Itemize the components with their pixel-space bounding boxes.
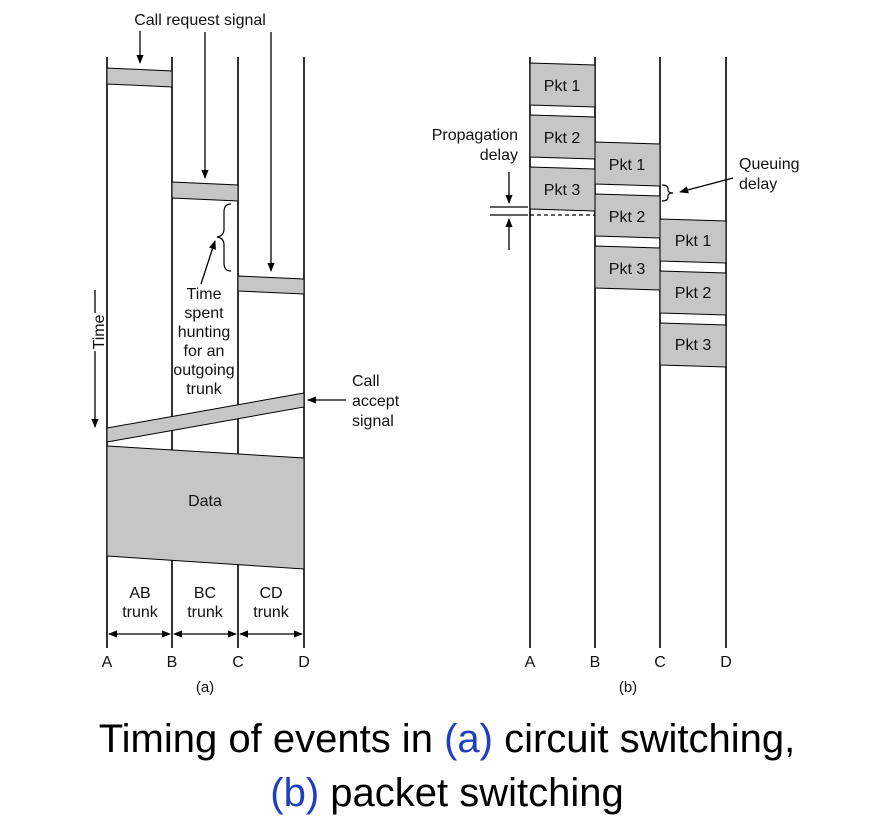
queuing-delay-label: Queuing delay <box>739 156 800 193</box>
packet-box: Pkt 1 <box>659 218 727 264</box>
svg-text:Pkt 1: Pkt 1 <box>544 78 581 95</box>
panel-label-a: (a) <box>196 679 214 696</box>
trunk-cd-label: CD <box>259 585 282 602</box>
circuit-node-labels: A B C D <box>102 654 310 671</box>
data-block <box>106 445 305 570</box>
svg-text:Pkt 3: Pkt 3 <box>609 261 646 278</box>
svg-text:delay: delay <box>739 176 777 193</box>
packet-box: Pkt 1 <box>594 141 661 187</box>
packet-box: Pkt 2 <box>594 193 661 239</box>
svg-text:delay: delay <box>480 147 518 164</box>
trunk-labels: AB trunk BC trunk CD trunk <box>122 585 290 621</box>
call-accept-label: Call accept signal <box>352 373 400 430</box>
svg-text:B: B <box>167 654 178 671</box>
call-request-ab <box>106 67 173 88</box>
svg-text:C: C <box>654 654 666 671</box>
svg-text:A: A <box>525 654 536 671</box>
svg-text:Queuing: Queuing <box>739 156 800 173</box>
queuing-delay-brace <box>661 184 674 202</box>
svg-text:Pkt 2: Pkt 2 <box>544 130 581 147</box>
call-request-cd <box>237 275 305 295</box>
trunk-bc-label: BC <box>194 585 216 602</box>
packet-box: Pkt 2 <box>659 270 727 316</box>
svg-text:Pkt 3: Pkt 3 <box>544 182 581 199</box>
svg-text:A: A <box>102 654 113 671</box>
panel-label-b: (b) <box>619 679 637 696</box>
packet-node-labels: A B C D <box>525 654 732 671</box>
caption-line-2: (b) packet switching <box>270 771 624 815</box>
packet-box: Pkt 3 <box>594 245 661 291</box>
svg-text:Call: Call <box>352 373 380 390</box>
hunting-time-label: Time spent hunting for an outgoing trunk <box>173 286 234 398</box>
hunting-time-arrow <box>200 240 216 285</box>
svg-text:Pkt 3: Pkt 3 <box>675 337 712 354</box>
data-label: Data <box>188 493 222 510</box>
svg-text:hunting: hunting <box>178 324 231 341</box>
packet-box: Pkt 3 <box>529 166 596 212</box>
svg-text:spent: spent <box>184 305 224 322</box>
circuit-switching-panel: Call request signal Time spent hunting f… <box>91 12 400 696</box>
svg-text:Time: Time <box>187 286 222 303</box>
svg-text:outgoing: outgoing <box>173 362 234 379</box>
call-request-bc <box>171 181 239 202</box>
queuing-delay-arrow <box>679 177 734 194</box>
svg-text:trunk: trunk <box>253 604 290 621</box>
svg-text:Pkt 2: Pkt 2 <box>609 209 646 226</box>
svg-text:accept: accept <box>352 393 400 410</box>
packet-switching-panel: Pkt 1 Pkt 2 Pkt 3 Pkt 1 Pkt 2 Pkt 3 Pkt … <box>432 57 800 696</box>
svg-text:D: D <box>298 654 310 671</box>
svg-text:trunk: trunk <box>122 604 159 621</box>
svg-text:trunk: trunk <box>186 381 223 398</box>
packet-box: Pkt 2 <box>529 114 596 160</box>
packet-box: Pkt 3 <box>659 322 727 368</box>
packet-box: Pkt 1 <box>529 62 596 108</box>
svg-text:signal: signal <box>352 413 394 430</box>
svg-text:C: C <box>232 654 244 671</box>
svg-text:D: D <box>720 654 732 671</box>
trunk-ab-label: AB <box>129 585 150 602</box>
timing-diagram: Call request signal Time spent hunting f… <box>91 12 800 696</box>
svg-text:Pkt 2: Pkt 2 <box>675 285 712 302</box>
caption-line-1: Timing of events in (a) circuit switchin… <box>98 717 796 761</box>
svg-text:Pkt 1: Pkt 1 <box>675 233 712 250</box>
time-axis-label: Time <box>91 314 108 349</box>
hunting-time-brace <box>216 203 232 272</box>
call-accept-signal <box>106 392 305 443</box>
propagation-delay-label: Propagation delay <box>432 127 518 164</box>
svg-text:trunk: trunk <box>187 604 224 621</box>
call-request-label: Call request signal <box>134 12 266 29</box>
svg-text:for an: for an <box>184 343 225 360</box>
svg-text:Pkt 1: Pkt 1 <box>609 157 646 174</box>
svg-text:Propagation: Propagation <box>432 127 518 144</box>
svg-text:B: B <box>590 654 601 671</box>
